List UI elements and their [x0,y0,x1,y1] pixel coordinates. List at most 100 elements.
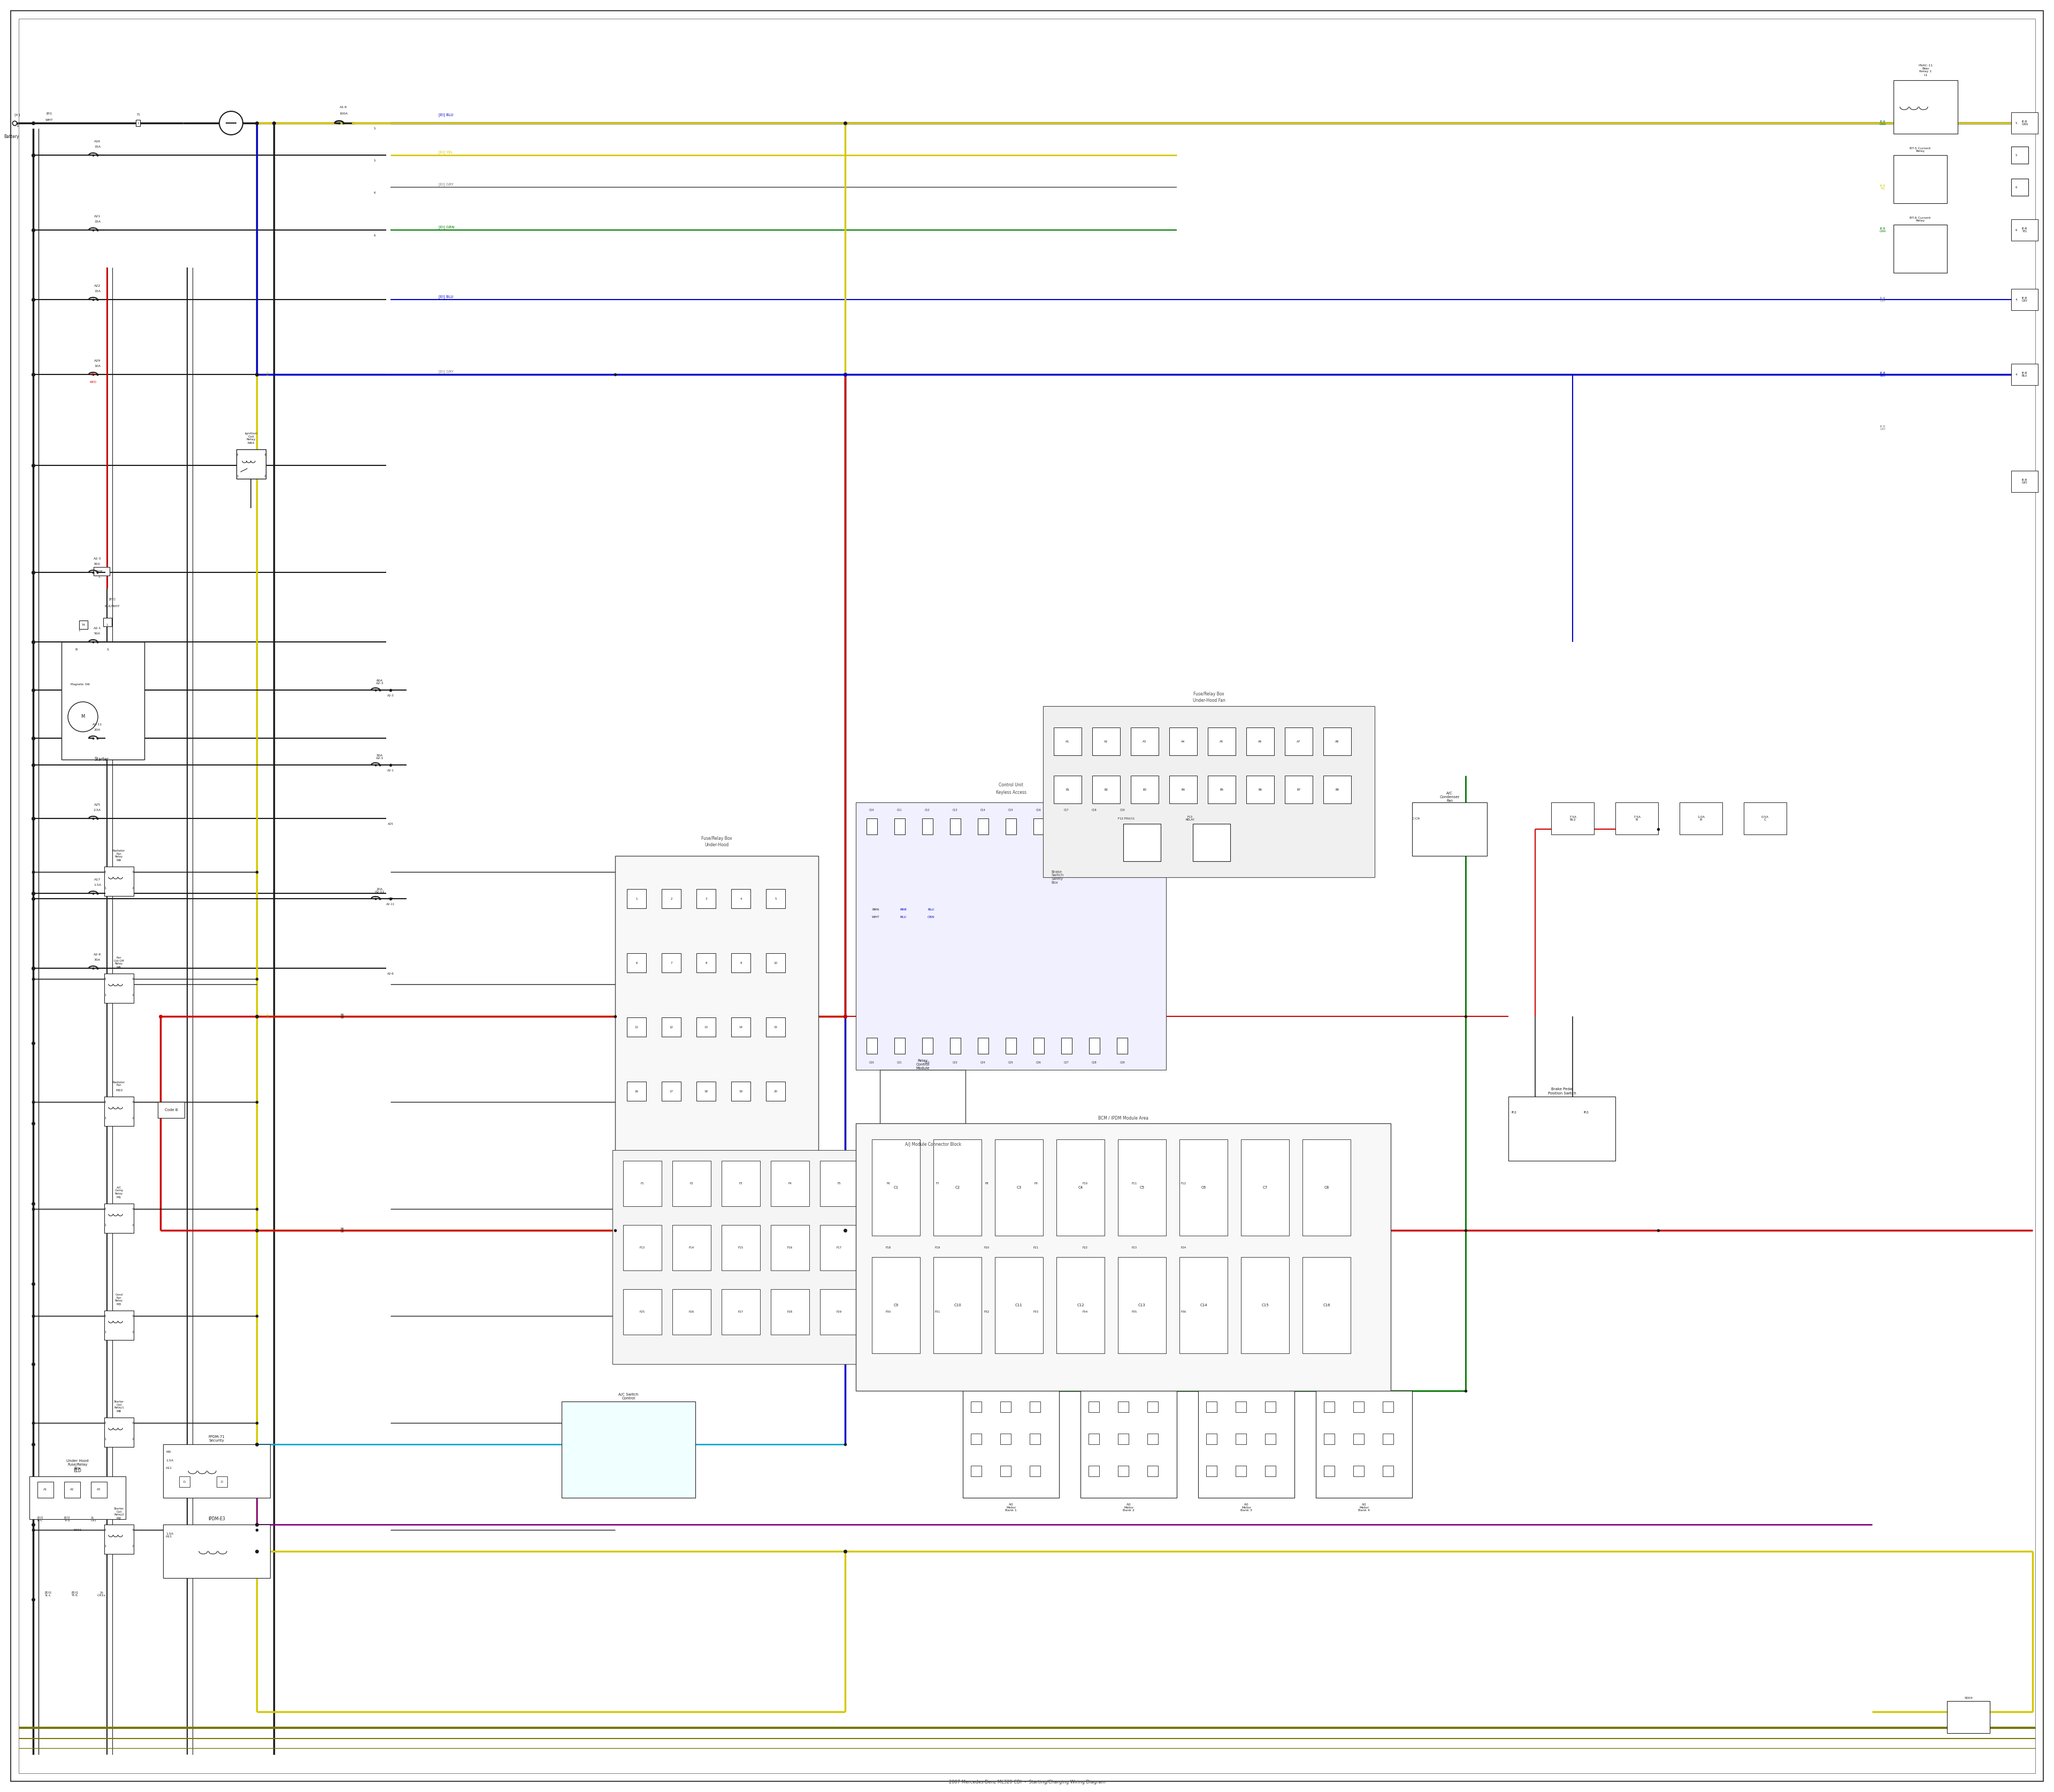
Text: F21: F21 [1033,1245,1039,1249]
Bar [978,819,988,835]
Bar [770,1226,809,1271]
Bar [105,1204,134,1233]
Bar [1000,1434,1011,1444]
Text: F13: F13 [639,1245,645,1249]
Bar [2011,222,2027,238]
Bar [2011,147,2027,163]
Bar [626,953,647,973]
Bar [1325,1434,1335,1444]
Text: A16: A16 [94,140,101,143]
Bar [933,1140,982,1236]
Text: A2-11: A2-11 [92,722,103,726]
Text: M9: M9 [117,858,121,862]
Bar [622,1226,661,1271]
Text: 1.0A
B: 1.0A B [1697,815,1705,821]
Text: F5: F5 [838,1183,840,1185]
Text: A1: A1 [43,1489,47,1491]
Bar [2011,290,2027,308]
Text: C7: C7 [1263,1186,1267,1190]
Text: A1: A1 [1066,740,1070,742]
Text: 1: 1 [16,124,18,127]
Text: A/C
Condenser
Fan: A/C Condenser Fan [1440,792,1460,803]
Text: A2-3: A2-3 [94,557,101,559]
Bar [933,1256,982,1353]
Text: BLK/WHT: BLK/WHT [105,604,119,607]
Bar [867,1038,877,1054]
Text: C16: C16 [1323,1303,1331,1306]
Bar [1089,1038,1099,1054]
Text: A2-1: A2-1 [94,627,101,629]
Bar [1066,1161,1105,1206]
Bar [1208,728,1237,754]
Text: S: S [107,649,109,650]
Bar [696,1018,715,1038]
Bar [661,1082,682,1100]
Text: A/J
Motor
Bank 2: A/J Motor Bank 2 [1124,1503,1134,1512]
Text: 15A: 15A [94,290,101,292]
Bar [820,1161,859,1206]
Bar [1286,728,1313,754]
Bar [731,1082,750,1100]
Text: F3: F3 [739,1183,744,1185]
Bar [2011,364,2038,385]
Text: Brake Pedal
Position Switch: Brake Pedal Position Switch [1549,1088,1575,1095]
Bar [893,1038,906,1054]
Bar [661,953,682,973]
Text: 60A
A2-3: 60A A2-3 [376,679,384,685]
Text: A3: A3 [1142,740,1146,742]
Text: C13: C13 [1138,1303,1146,1306]
Bar [1066,1288,1105,1335]
Text: 20A
A2-11: 20A A2-11 [376,887,384,894]
Bar [871,1140,920,1236]
Bar [1169,728,1197,754]
Bar [731,889,750,909]
Bar [994,1140,1043,1236]
Text: IE-B
GRY: IE-B GRY [2021,297,2027,303]
Text: WHT: WHT [45,118,53,122]
Text: B5: B5 [1220,788,1224,790]
Bar [1508,1097,1614,1161]
Text: B6: B6 [1259,788,1261,790]
Text: F12 PSV/11: F12 PSV/11 [1117,817,1134,819]
Text: 14: 14 [739,1025,744,1029]
Text: C13: C13 [953,808,957,812]
Text: 60A: 60A [94,563,101,566]
Bar [922,1038,933,1054]
Text: B1: B1 [1066,788,1070,790]
Bar [29,1477,125,1520]
Bar [770,1288,809,1335]
Text: F27: F27 [737,1310,744,1314]
Text: D: D [222,1480,224,1484]
Bar [1093,728,1119,754]
Bar [2011,113,2038,134]
Text: S001: S001 [74,1529,82,1530]
Bar [626,1082,647,1100]
Bar [1089,819,1099,835]
Text: F31: F31 [935,1310,941,1314]
Text: C21: C21 [898,1061,902,1064]
Text: C20: C20 [869,1061,875,1064]
Bar [103,618,111,627]
Text: C12: C12 [1076,1303,1085,1306]
Bar [972,1401,982,1412]
Bar [820,1288,859,1335]
Text: C24: C24 [980,1061,986,1064]
Bar [994,1256,1043,1353]
Text: C15: C15 [1009,808,1013,812]
Text: Starter: Starter [94,758,109,762]
Text: [EE]: [EE] [109,599,115,600]
Bar [612,1150,1255,1364]
Text: C16: C16 [1035,808,1041,812]
Text: F13
RELAY: F13 RELAY [1185,815,1195,821]
Text: C18: C18 [1093,808,1097,812]
Text: Fuse/Relay Box: Fuse/Relay Box [700,837,731,840]
Bar [1894,81,1957,134]
Bar [820,1226,859,1271]
Bar [1165,1288,1204,1335]
Text: A6: A6 [1259,740,1261,742]
Bar [1089,1434,1099,1444]
Text: C6: C6 [1202,1186,1206,1190]
Text: S004: S004 [1964,1697,1972,1701]
Bar [1056,1256,1105,1353]
Text: IE/J: IE/J [1584,1111,1588,1115]
